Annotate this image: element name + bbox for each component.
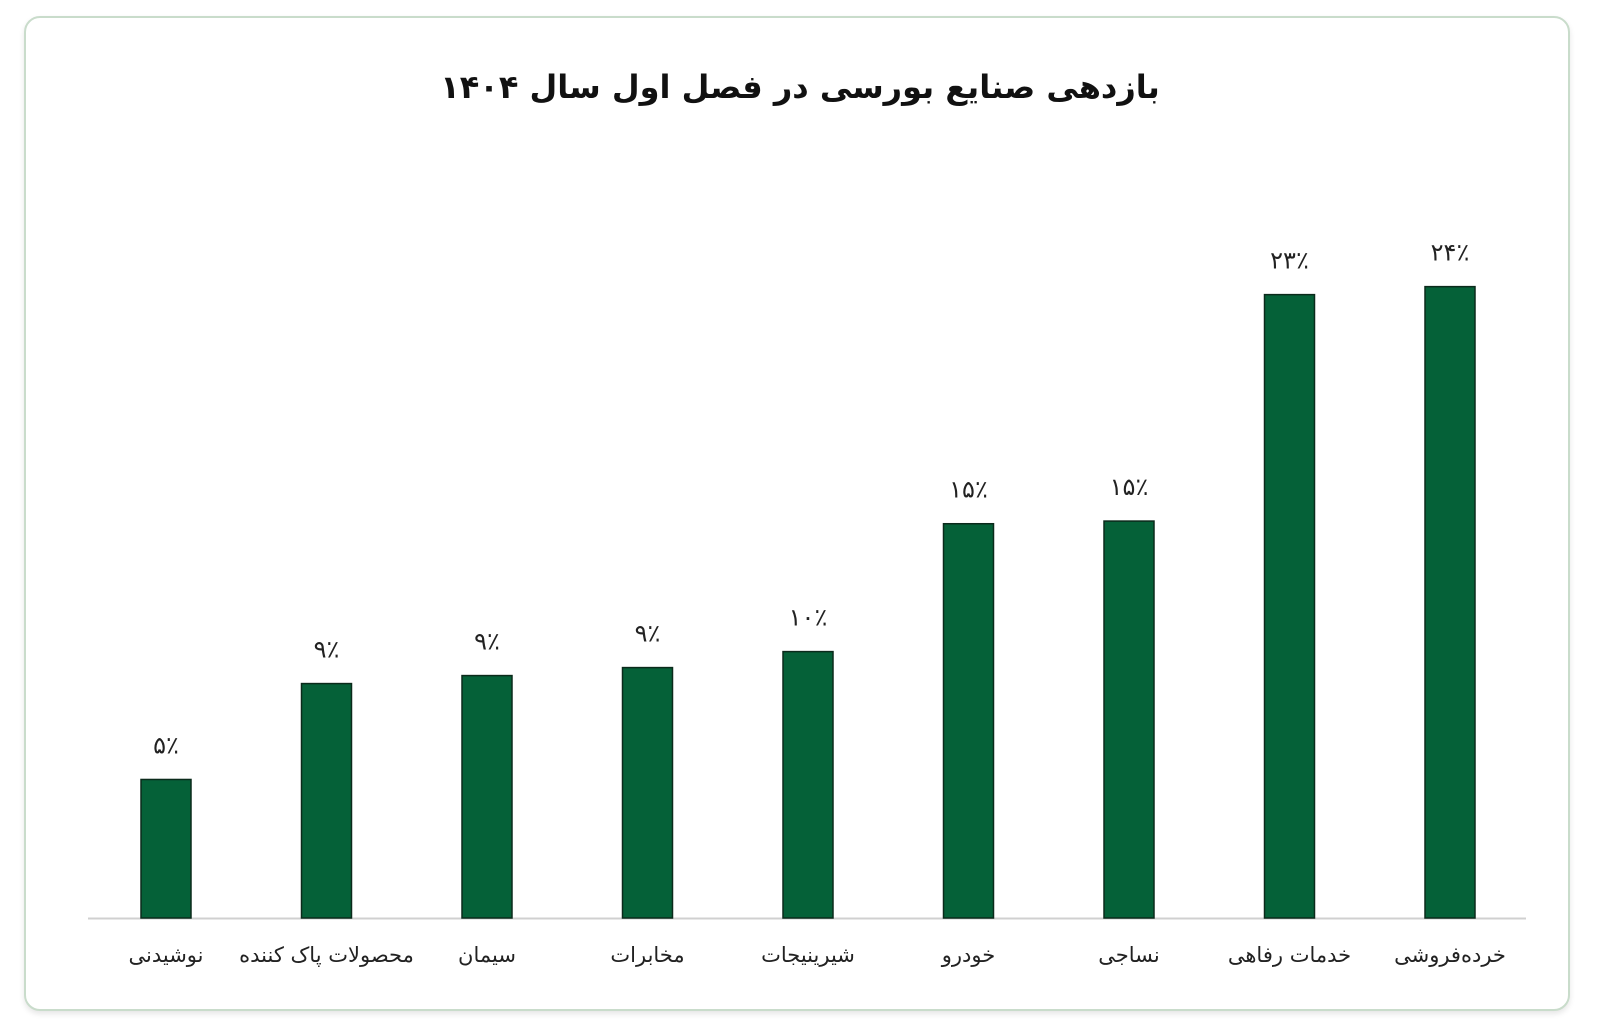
bar-value-label: ۱۰٪ xyxy=(789,604,828,632)
bar-value-label: ۹٪ xyxy=(474,628,500,656)
category-label: خودرو xyxy=(941,943,995,967)
bar-value-label: ۱۵٪ xyxy=(949,476,988,504)
category-label: نساجی xyxy=(1098,943,1159,967)
bar xyxy=(300,682,353,919)
bar xyxy=(140,778,192,919)
bar xyxy=(621,666,674,919)
bar xyxy=(1103,520,1155,919)
bar xyxy=(782,650,834,919)
category-label: خرده‌فروشی xyxy=(1394,943,1506,967)
bar-value-label: ۹٪ xyxy=(635,620,661,648)
category-label: محصولات پاک کننده xyxy=(239,943,414,967)
category-label: مخابرات xyxy=(610,943,684,967)
category-label: شیرینیجات xyxy=(761,943,855,967)
chart-title: بازدهی صنایع بورسی در فصل اول سال ۱۴۰۴ xyxy=(440,68,1160,106)
bar xyxy=(942,522,995,919)
bar-value-label: ۱۵٪ xyxy=(1110,473,1149,501)
bar xyxy=(1263,293,1316,919)
bar-value-label: ۵٪ xyxy=(153,731,179,759)
bar xyxy=(461,674,513,919)
bar xyxy=(1424,285,1476,919)
category-label: خدمات رفاهی xyxy=(1228,943,1351,967)
bar-value-label: ۲۳٪ xyxy=(1270,247,1309,275)
category-label: نوشیدنی xyxy=(129,943,204,967)
bar-value-label: ۹٪ xyxy=(314,636,340,664)
category-label: سیمان xyxy=(458,943,516,967)
bar-value-label: ۲۴٪ xyxy=(1431,239,1470,267)
